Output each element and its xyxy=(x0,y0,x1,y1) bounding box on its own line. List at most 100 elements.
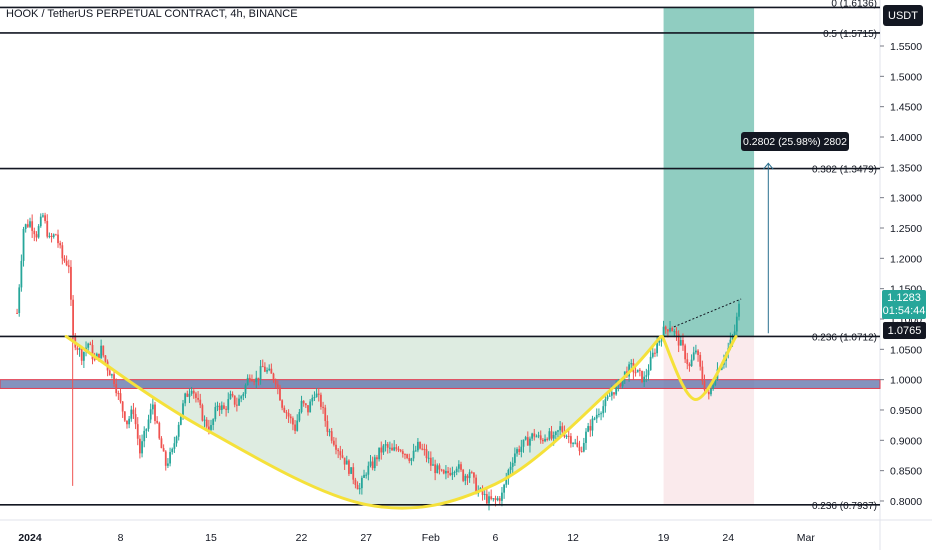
candle xyxy=(363,469,365,478)
candle xyxy=(671,326,674,332)
candle xyxy=(365,472,368,479)
candle-body xyxy=(281,400,284,408)
candle-body xyxy=(520,446,523,452)
candle-body xyxy=(149,409,152,420)
candle-body xyxy=(529,438,531,446)
candle xyxy=(524,435,527,441)
candle-body xyxy=(296,420,299,431)
candle-body xyxy=(350,467,352,474)
candle xyxy=(654,348,656,358)
candle-body xyxy=(673,331,676,333)
candle-body xyxy=(654,352,656,354)
candle xyxy=(412,443,415,462)
candle xyxy=(220,401,223,414)
candle-body xyxy=(677,333,680,346)
candle xyxy=(513,447,516,466)
candle-body xyxy=(697,350,699,355)
candle xyxy=(283,405,286,413)
x-tick-label: 19 xyxy=(658,532,670,544)
candle-body xyxy=(82,351,85,361)
candle xyxy=(492,498,495,502)
candle xyxy=(699,352,702,371)
candle xyxy=(65,255,68,267)
candle xyxy=(332,436,335,447)
candle xyxy=(307,405,309,416)
candle xyxy=(78,346,81,357)
candle xyxy=(427,451,430,464)
candle xyxy=(410,457,413,466)
candle-body xyxy=(582,442,585,452)
candle-body xyxy=(483,494,486,496)
candle xyxy=(147,414,150,432)
candle-body xyxy=(35,234,38,238)
candle-body xyxy=(600,413,602,415)
candle xyxy=(388,441,391,454)
candle xyxy=(100,339,103,359)
currency-button[interactable]: USDT xyxy=(883,5,923,26)
candle xyxy=(136,417,139,446)
candle-body xyxy=(537,435,540,437)
x-tick-label: 27 xyxy=(360,532,372,544)
candle-body xyxy=(294,424,296,431)
candle xyxy=(324,404,327,427)
candle xyxy=(466,474,469,485)
candle-body xyxy=(589,426,592,431)
candle-body xyxy=(199,399,202,406)
candle-body xyxy=(16,312,18,314)
candle xyxy=(451,466,454,480)
candle-body xyxy=(417,441,419,451)
last-price-badge: 1.1283 01:54:44 xyxy=(882,290,926,319)
candle xyxy=(123,411,126,422)
stop-zone xyxy=(663,336,755,505)
candle-body xyxy=(160,438,163,449)
candle xyxy=(358,483,361,495)
candle xyxy=(432,457,434,466)
candle xyxy=(384,440,387,452)
candle xyxy=(645,368,648,383)
candle xyxy=(289,413,292,424)
candle-body xyxy=(46,220,49,237)
y-tick-label: 1.4500 xyxy=(890,102,922,114)
candle xyxy=(406,453,409,460)
candle xyxy=(539,430,542,444)
candle xyxy=(373,454,376,471)
candle-body xyxy=(192,390,195,394)
candle xyxy=(156,416,159,424)
candle-body xyxy=(72,299,74,336)
y-tick-label: 1.0500 xyxy=(890,344,922,356)
candle xyxy=(440,468,443,472)
candle-body xyxy=(102,345,105,356)
candle xyxy=(317,387,320,402)
candle-body xyxy=(453,472,456,474)
candle-body xyxy=(636,369,639,373)
candle-body xyxy=(44,215,46,221)
candle-body xyxy=(154,404,156,421)
candle-body xyxy=(593,418,596,420)
candle-body xyxy=(419,441,421,449)
candle-body xyxy=(679,340,682,346)
candle-body xyxy=(492,498,495,500)
candle xyxy=(195,391,197,403)
candle xyxy=(70,260,72,306)
candle xyxy=(397,446,400,453)
candle xyxy=(651,347,654,359)
candle xyxy=(686,352,689,370)
candle xyxy=(244,383,247,399)
candle-body xyxy=(298,412,301,421)
y-tick-label: 0.8000 xyxy=(890,496,922,508)
candle-body xyxy=(404,454,406,456)
candle-body xyxy=(37,226,40,238)
candle xyxy=(457,460,460,473)
candle xyxy=(529,436,531,453)
candle xyxy=(453,470,456,478)
candle xyxy=(171,447,174,455)
candle-body xyxy=(126,420,128,425)
candle-body xyxy=(113,374,115,384)
candle xyxy=(158,421,161,440)
candle-body xyxy=(320,394,322,407)
candle-body xyxy=(240,396,243,399)
candle-body xyxy=(496,498,499,501)
candle-body xyxy=(311,397,314,402)
candle-body xyxy=(393,447,396,451)
